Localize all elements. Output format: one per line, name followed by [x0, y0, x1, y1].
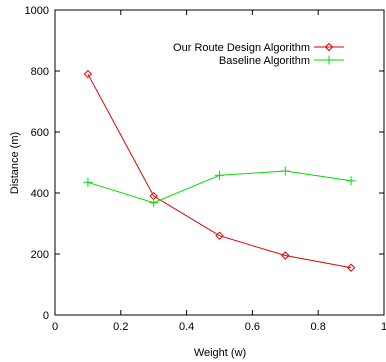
- y-axis-title: Distance (m): [9, 132, 21, 194]
- y-tick-label: 400: [31, 188, 49, 200]
- y-tick-label: 200: [31, 249, 49, 261]
- plot-frame: [54, 9, 385, 316]
- legend-label: Our Route Design Algorithm: [173, 42, 310, 54]
- x-tick-label: 0.2: [113, 321, 128, 333]
- axes: 0 0.2 0.4 0.6 0.8 1 0 200 400 600 800 1000: [25, 5, 386, 333]
- legend-swatch-marker: [324, 42, 334, 52]
- series-2: [83, 166, 356, 208]
- legend-item-1: Our Route Design Algorithm: [173, 42, 344, 54]
- series-1-line: [87, 73, 352, 269]
- x-tick-label: 1: [381, 321, 386, 333]
- series-2-point: [215, 170, 224, 180]
- x-tick-label: 0: [52, 321, 58, 333]
- y-tick-label: 600: [31, 127, 49, 139]
- legend-item-2: Baseline Algorithm: [219, 55, 344, 67]
- x-axis-title: Weight (w): [194, 347, 246, 359]
- series-2-point: [83, 177, 93, 187]
- legend-label: Baseline Algorithm: [219, 55, 310, 67]
- series-layer: [83, 69, 356, 272]
- y-tick-label: 800: [31, 66, 49, 78]
- series-2-point: [346, 176, 356, 186]
- series-2-point: [149, 198, 159, 208]
- series-1-point: [346, 263, 356, 272]
- series-2-point: [280, 166, 290, 176]
- x-tick-label: 0.4: [179, 321, 194, 333]
- series-1-point: [281, 251, 290, 260]
- x-tick-label: 0.8: [311, 321, 326, 333]
- legend-swatch-marker: [324, 55, 334, 65]
- series-1: [83, 69, 356, 272]
- series-1-point: [215, 231, 224, 240]
- y-tick-label: 0: [43, 310, 49, 322]
- x-tick-label: 0.6: [245, 321, 260, 333]
- series-1-point: [83, 69, 93, 79]
- y-tick-label: 1000: [25, 5, 49, 17]
